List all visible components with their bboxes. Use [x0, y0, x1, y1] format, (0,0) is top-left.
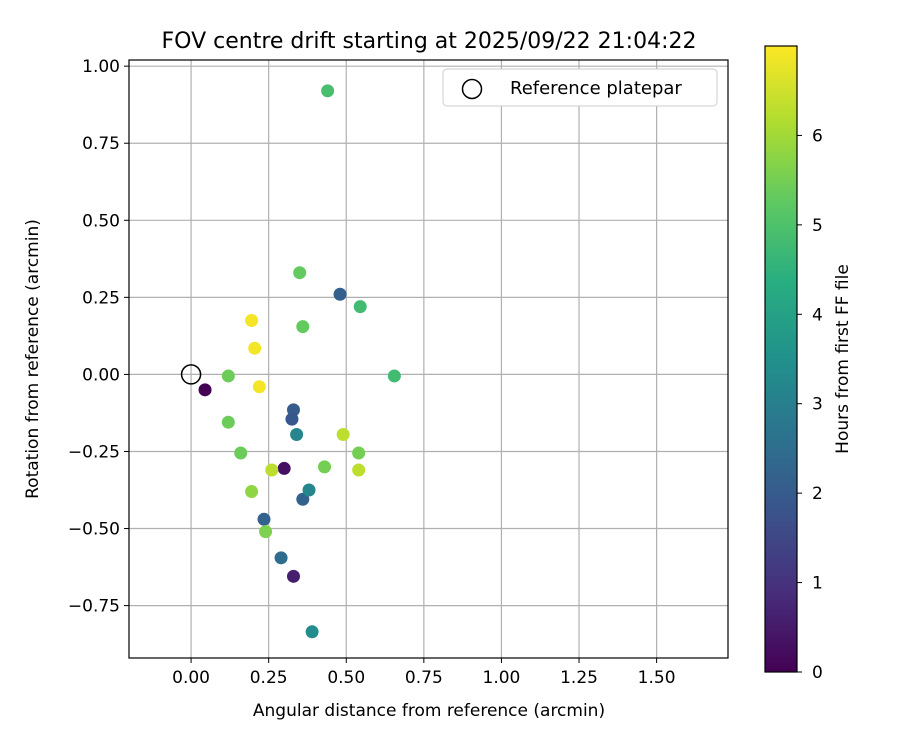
- scatter-point: [302, 483, 316, 497]
- y-tick-label: 0.25: [82, 288, 120, 308]
- colorbar-ticks: 0 1 2 3 4 5 6: [797, 126, 823, 683]
- y-tick-label: −0.25: [68, 442, 120, 462]
- colorbar-tick-label: 1: [812, 574, 823, 594]
- scatter-point: [221, 369, 235, 383]
- scatter-point: [245, 485, 259, 499]
- x-tick-label: 1.50: [638, 668, 676, 688]
- scatter-point: [234, 446, 248, 460]
- colorbar-tick-label: 5: [812, 216, 823, 236]
- scatter-point: [252, 380, 266, 394]
- colorbar: 0 1 2 3 4 5 6 Hours from first FF file: [764, 45, 853, 683]
- x-tick-label: 0.50: [327, 668, 365, 688]
- reference-point-marker: [180, 364, 202, 385]
- y-axis-label: Rotation from reference (arcmin): [23, 219, 43, 499]
- y-axis-ticks: −0.75 −0.50 −0.25 0.00 0.25 0.50 0.75 1.00: [68, 57, 129, 617]
- scatter-point: [352, 446, 366, 460]
- y-tick-label: 0.00: [82, 365, 120, 385]
- scatter-point: [296, 320, 310, 334]
- y-tick-label: −0.50: [68, 520, 120, 540]
- scatter-point: [353, 300, 367, 314]
- legend-box: [442, 68, 718, 107]
- chart-title: FOV centre drift starting at 2025/09/22 …: [162, 29, 697, 54]
- scatter-point: [274, 551, 288, 565]
- scatter-point: [290, 428, 304, 442]
- scatter-point: [221, 415, 235, 429]
- scatter-point: [277, 461, 291, 475]
- colorbar-tick-label: 3: [812, 395, 823, 415]
- scatter-point: [248, 341, 262, 355]
- y-tick-label: 0.75: [82, 134, 120, 154]
- y-tick-label: −0.75: [68, 597, 120, 617]
- colorbar-gradient: [764, 45, 798, 673]
- scatter-point: [318, 460, 332, 474]
- scatter-point: [333, 287, 347, 301]
- y-tick-label: 1.00: [82, 57, 120, 77]
- x-tick-label: 0.75: [405, 668, 443, 688]
- legend-label: Reference platepar: [510, 78, 682, 99]
- colorbar-tick-label: 0: [812, 663, 823, 683]
- x-axis-label: Angular distance from reference (arcmin): [253, 701, 605, 721]
- x-axis-ticks: 0.00 0.25 0.50 0.75 1.00 1.25 1.50: [172, 658, 676, 688]
- scatter-point: [259, 525, 273, 539]
- scatter-point: [305, 625, 319, 639]
- scatter-point: [257, 512, 271, 526]
- x-tick-label: 1.25: [560, 668, 598, 688]
- scatter-point: [245, 313, 259, 327]
- colorbar-tick-label: 2: [812, 484, 823, 504]
- scatter-point: [336, 428, 350, 442]
- scatter-point: [321, 84, 335, 98]
- scatter-point: [198, 383, 212, 397]
- grid: [129, 60, 728, 658]
- x-tick-label: 0.00: [172, 668, 210, 688]
- x-tick-label: 1.00: [483, 668, 521, 688]
- colorbar-label: Hours from first FF file: [833, 264, 853, 454]
- scatter-point: [296, 492, 310, 506]
- legend: Reference platepar: [442, 68, 718, 107]
- plot-frame: [128, 59, 729, 659]
- scatter-point: [387, 369, 401, 383]
- scatter-point: [352, 463, 366, 477]
- scatter-point: [286, 569, 300, 583]
- x-tick-label: 0.25: [250, 668, 288, 688]
- scatter-point: [285, 412, 299, 426]
- scatter-point: [265, 463, 279, 477]
- colorbar-tick-label: 4: [812, 305, 823, 325]
- legend-marker-icon: [461, 78, 483, 100]
- scatter-point: [293, 266, 307, 280]
- y-tick-label: 0.50: [82, 211, 120, 231]
- colorbar-tick-label: 6: [812, 126, 823, 146]
- data-points: [198, 84, 401, 639]
